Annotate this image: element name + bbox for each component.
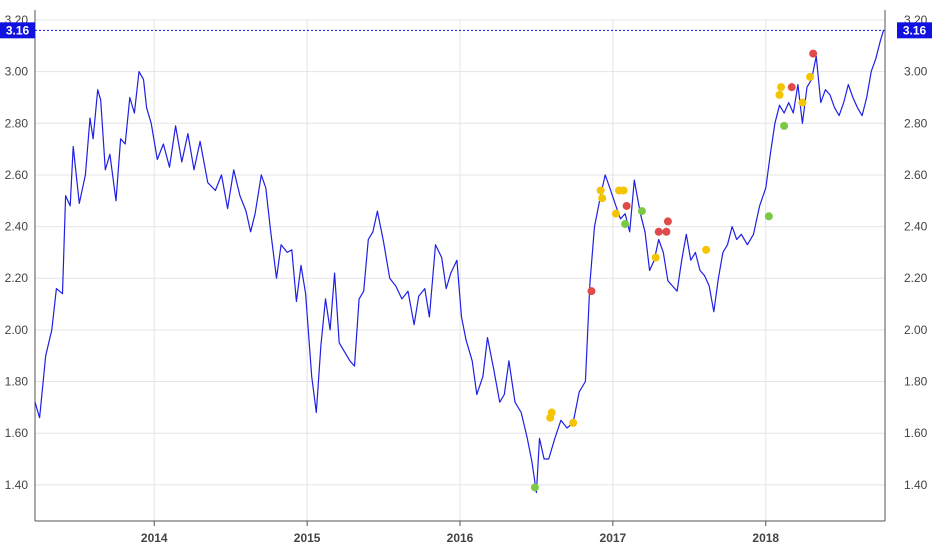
marker-red: [587, 287, 596, 296]
y-tick-label-left: 2.40: [5, 220, 29, 234]
y-tick-label-left: 2.20: [5, 271, 29, 285]
marker-red: [662, 227, 671, 236]
last-value-label-left: 3.16: [6, 23, 30, 37]
marker-red: [654, 227, 663, 236]
marker-yellow: [619, 186, 628, 195]
y-tick-label-right: 2.60: [904, 168, 928, 182]
marker-yellow: [777, 83, 786, 92]
marker-red: [663, 217, 672, 226]
y-tick-label-left: 1.80: [5, 375, 29, 389]
series-layer: [34, 30, 885, 494]
marker-yellow: [651, 253, 660, 262]
marker-yellow: [702, 245, 711, 254]
last-value-label-right: 3.16: [903, 23, 927, 37]
marker-yellow: [798, 98, 807, 107]
marker-yellow: [596, 186, 605, 195]
marker-yellow: [611, 209, 620, 218]
y-tick-label-left: 1.40: [5, 478, 29, 492]
marker-green: [530, 483, 539, 492]
y-tick-label-right: 2.00: [904, 323, 928, 337]
marker-green: [637, 207, 646, 216]
grid: [35, 19, 885, 521]
marker-red: [809, 49, 818, 58]
y-tick-label-right: 3.00: [904, 65, 928, 79]
marker-yellow: [547, 408, 556, 417]
y-tick-label-right: 2.20: [904, 271, 928, 285]
x-tick-label: 2017: [600, 531, 627, 545]
marker-red: [787, 83, 796, 92]
y-tick-label-left: 1.60: [5, 426, 29, 440]
x-tick-label: 2015: [294, 531, 321, 545]
y-tick-label-right: 2.40: [904, 220, 928, 234]
y-tick-label-right: 1.40: [904, 478, 928, 492]
x-tick-label: 2014: [141, 531, 168, 545]
last-value-badge-right: [897, 22, 932, 39]
x-tick-label: 2018: [752, 531, 779, 545]
y-tick-label-left: 2.80: [5, 116, 29, 130]
last-value-badge-left: [0, 22, 35, 39]
marker-green: [764, 212, 773, 221]
y-tick-label-right: 2.80: [904, 116, 928, 130]
y-tick-label-left: 2.00: [5, 323, 29, 337]
y-tick-label-left: 3.00: [5, 65, 29, 79]
axes: 1.40 1.40 1.60 1.60 1.80 1.80 2.00 2.00 2.20 2.20…: [5, 10, 928, 545]
y-tick-label-right: 1.80: [904, 375, 928, 389]
y-tick-label-left: 2.60: [5, 168, 29, 182]
marker-yellow: [598, 194, 607, 203]
x-tick-label: 2016: [447, 531, 474, 545]
markers: [530, 49, 818, 492]
last-value-indicator: 3.16 3.16: [0, 22, 932, 39]
marker-yellow: [806, 72, 815, 81]
marker-red: [622, 201, 631, 210]
marker-yellow: [569, 418, 578, 427]
marker-green: [780, 121, 789, 130]
y-tick-label-right: 1.60: [904, 426, 928, 440]
series-line-1: [34, 30, 885, 494]
marker-green: [621, 220, 630, 229]
marker-yellow: [775, 90, 784, 99]
